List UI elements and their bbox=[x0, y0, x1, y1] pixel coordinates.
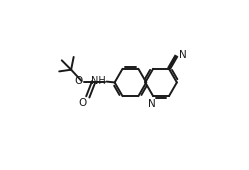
Text: O: O bbox=[74, 76, 82, 86]
Text: N: N bbox=[179, 50, 187, 60]
Text: N: N bbox=[148, 99, 156, 109]
Text: NH: NH bbox=[91, 76, 105, 86]
Text: O: O bbox=[78, 98, 86, 108]
